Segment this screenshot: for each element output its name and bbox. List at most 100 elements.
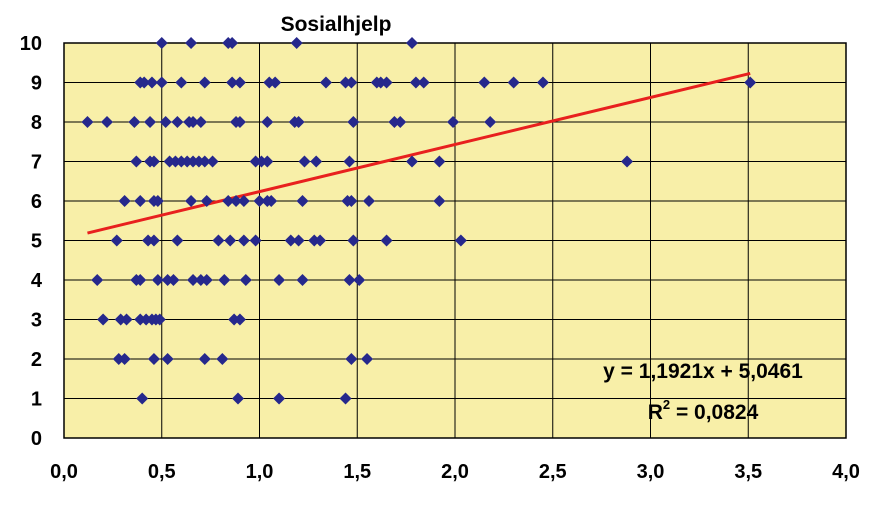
data-point xyxy=(292,234,305,247)
r-squared-prefix: R xyxy=(648,401,663,424)
data-point xyxy=(339,392,352,405)
data-point xyxy=(171,116,184,128)
y-tick-label: 6 xyxy=(31,191,42,213)
data-point xyxy=(253,195,266,207)
data-point xyxy=(343,155,356,168)
data-point xyxy=(194,116,207,128)
x-tick-label: 3,0 xyxy=(637,461,665,483)
data-point xyxy=(224,234,237,247)
data-point xyxy=(200,195,213,207)
y-tick-label: 10 xyxy=(20,33,42,55)
data-point xyxy=(261,116,274,128)
data-point xyxy=(405,37,418,49)
data-point xyxy=(361,353,374,365)
data-point xyxy=(405,155,418,168)
r-squared-value: = 0,0824 xyxy=(670,401,758,424)
data-point xyxy=(155,37,168,49)
y-tick-label: 2 xyxy=(31,349,42,371)
data-point xyxy=(147,234,160,247)
data-point xyxy=(310,155,323,168)
r-squared-superscript: 2 xyxy=(663,397,670,412)
data-point xyxy=(239,274,252,286)
data-point xyxy=(343,274,356,286)
data-point xyxy=(97,313,110,326)
data-points xyxy=(81,37,757,405)
data-point xyxy=(417,76,430,89)
data-point xyxy=(81,116,94,128)
data-point xyxy=(296,195,309,207)
data-point xyxy=(110,234,123,247)
data-point xyxy=(433,195,446,207)
trendline xyxy=(87,71,751,235)
data-point xyxy=(269,76,282,89)
data-point xyxy=(237,195,250,207)
data-point xyxy=(218,274,231,286)
data-point xyxy=(345,76,358,89)
data-point xyxy=(298,155,311,168)
data-point xyxy=(507,76,520,89)
data-point xyxy=(345,353,358,365)
data-point xyxy=(138,76,151,89)
data-point xyxy=(216,353,229,365)
y-axis-ticks: 0 1 2 3 4 5 6 7 8 9 10 xyxy=(20,33,43,450)
data-point xyxy=(319,76,332,89)
data-point xyxy=(226,76,239,89)
y-tick-label: 0 xyxy=(31,428,42,450)
y-tick-label: 8 xyxy=(31,112,42,134)
data-point xyxy=(447,116,460,128)
gridlines xyxy=(64,43,846,438)
data-point xyxy=(284,234,297,247)
data-point xyxy=(233,76,246,89)
data-point xyxy=(206,155,219,168)
data-point xyxy=(101,116,114,128)
data-point xyxy=(136,392,149,405)
data-point xyxy=(290,37,303,49)
data-point xyxy=(151,274,164,286)
data-point xyxy=(187,116,200,128)
data-point xyxy=(144,116,157,128)
data-point xyxy=(187,274,200,286)
y-tick-label: 4 xyxy=(31,270,43,292)
data-point xyxy=(134,274,147,286)
x-tick-label: 2,0 xyxy=(441,461,469,483)
data-point xyxy=(409,76,422,89)
data-point xyxy=(249,234,262,247)
data-point xyxy=(478,76,491,89)
y-tick-label: 9 xyxy=(31,73,42,95)
data-point xyxy=(145,76,158,89)
data-point xyxy=(296,274,309,286)
x-tick-label: 3,5 xyxy=(734,461,762,483)
data-point xyxy=(130,155,143,168)
x-tick-label: 4,0 xyxy=(832,461,860,483)
data-point xyxy=(91,274,104,286)
data-point xyxy=(744,76,757,89)
y-tick-label: 5 xyxy=(31,231,42,253)
data-point xyxy=(118,353,131,365)
data-point xyxy=(261,155,274,168)
data-point xyxy=(362,195,375,207)
x-tick-label: 2,5 xyxy=(539,461,567,483)
y-tick-label: 7 xyxy=(31,152,42,174)
data-point xyxy=(345,195,358,207)
data-point xyxy=(273,274,286,286)
data-point xyxy=(120,313,133,326)
data-point xyxy=(159,116,172,128)
data-point xyxy=(433,155,446,168)
data-point xyxy=(536,76,549,89)
data-point xyxy=(222,195,235,207)
y-tick-label: 3 xyxy=(31,310,42,332)
data-point xyxy=(200,274,213,286)
data-point xyxy=(265,195,278,207)
data-point xyxy=(292,116,305,128)
data-point xyxy=(147,353,160,365)
data-point xyxy=(353,274,366,286)
data-point xyxy=(394,116,407,128)
data-point xyxy=(198,76,211,89)
data-point xyxy=(226,37,239,49)
data-point xyxy=(231,392,244,405)
data-point xyxy=(118,195,131,207)
data-point xyxy=(233,116,246,128)
data-point xyxy=(161,353,174,365)
data-point xyxy=(185,195,198,207)
